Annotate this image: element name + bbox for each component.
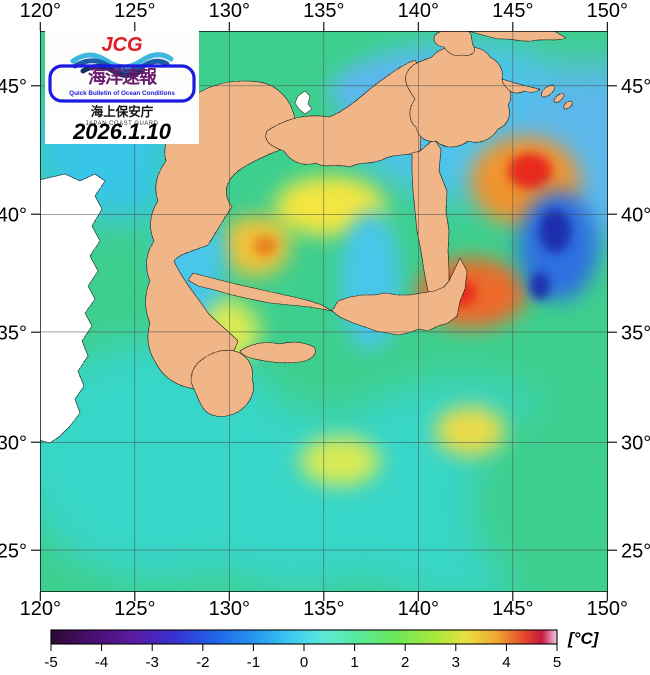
svg-text:-4: -4 — [95, 654, 108, 671]
svg-text:2: 2 — [401, 654, 409, 671]
svg-text:-3: -3 — [146, 654, 159, 671]
svg-text:[°C]: [°C] — [567, 629, 600, 648]
svg-text:1: 1 — [350, 654, 358, 671]
svg-text:-5: -5 — [44, 654, 57, 671]
svg-text:-1: -1 — [247, 654, 260, 671]
svg-text:0: 0 — [300, 654, 308, 671]
svg-text:4: 4 — [502, 654, 510, 671]
svg-text:-2: -2 — [196, 654, 209, 671]
svg-text:5: 5 — [553, 654, 561, 671]
svg-text:3: 3 — [452, 654, 460, 671]
